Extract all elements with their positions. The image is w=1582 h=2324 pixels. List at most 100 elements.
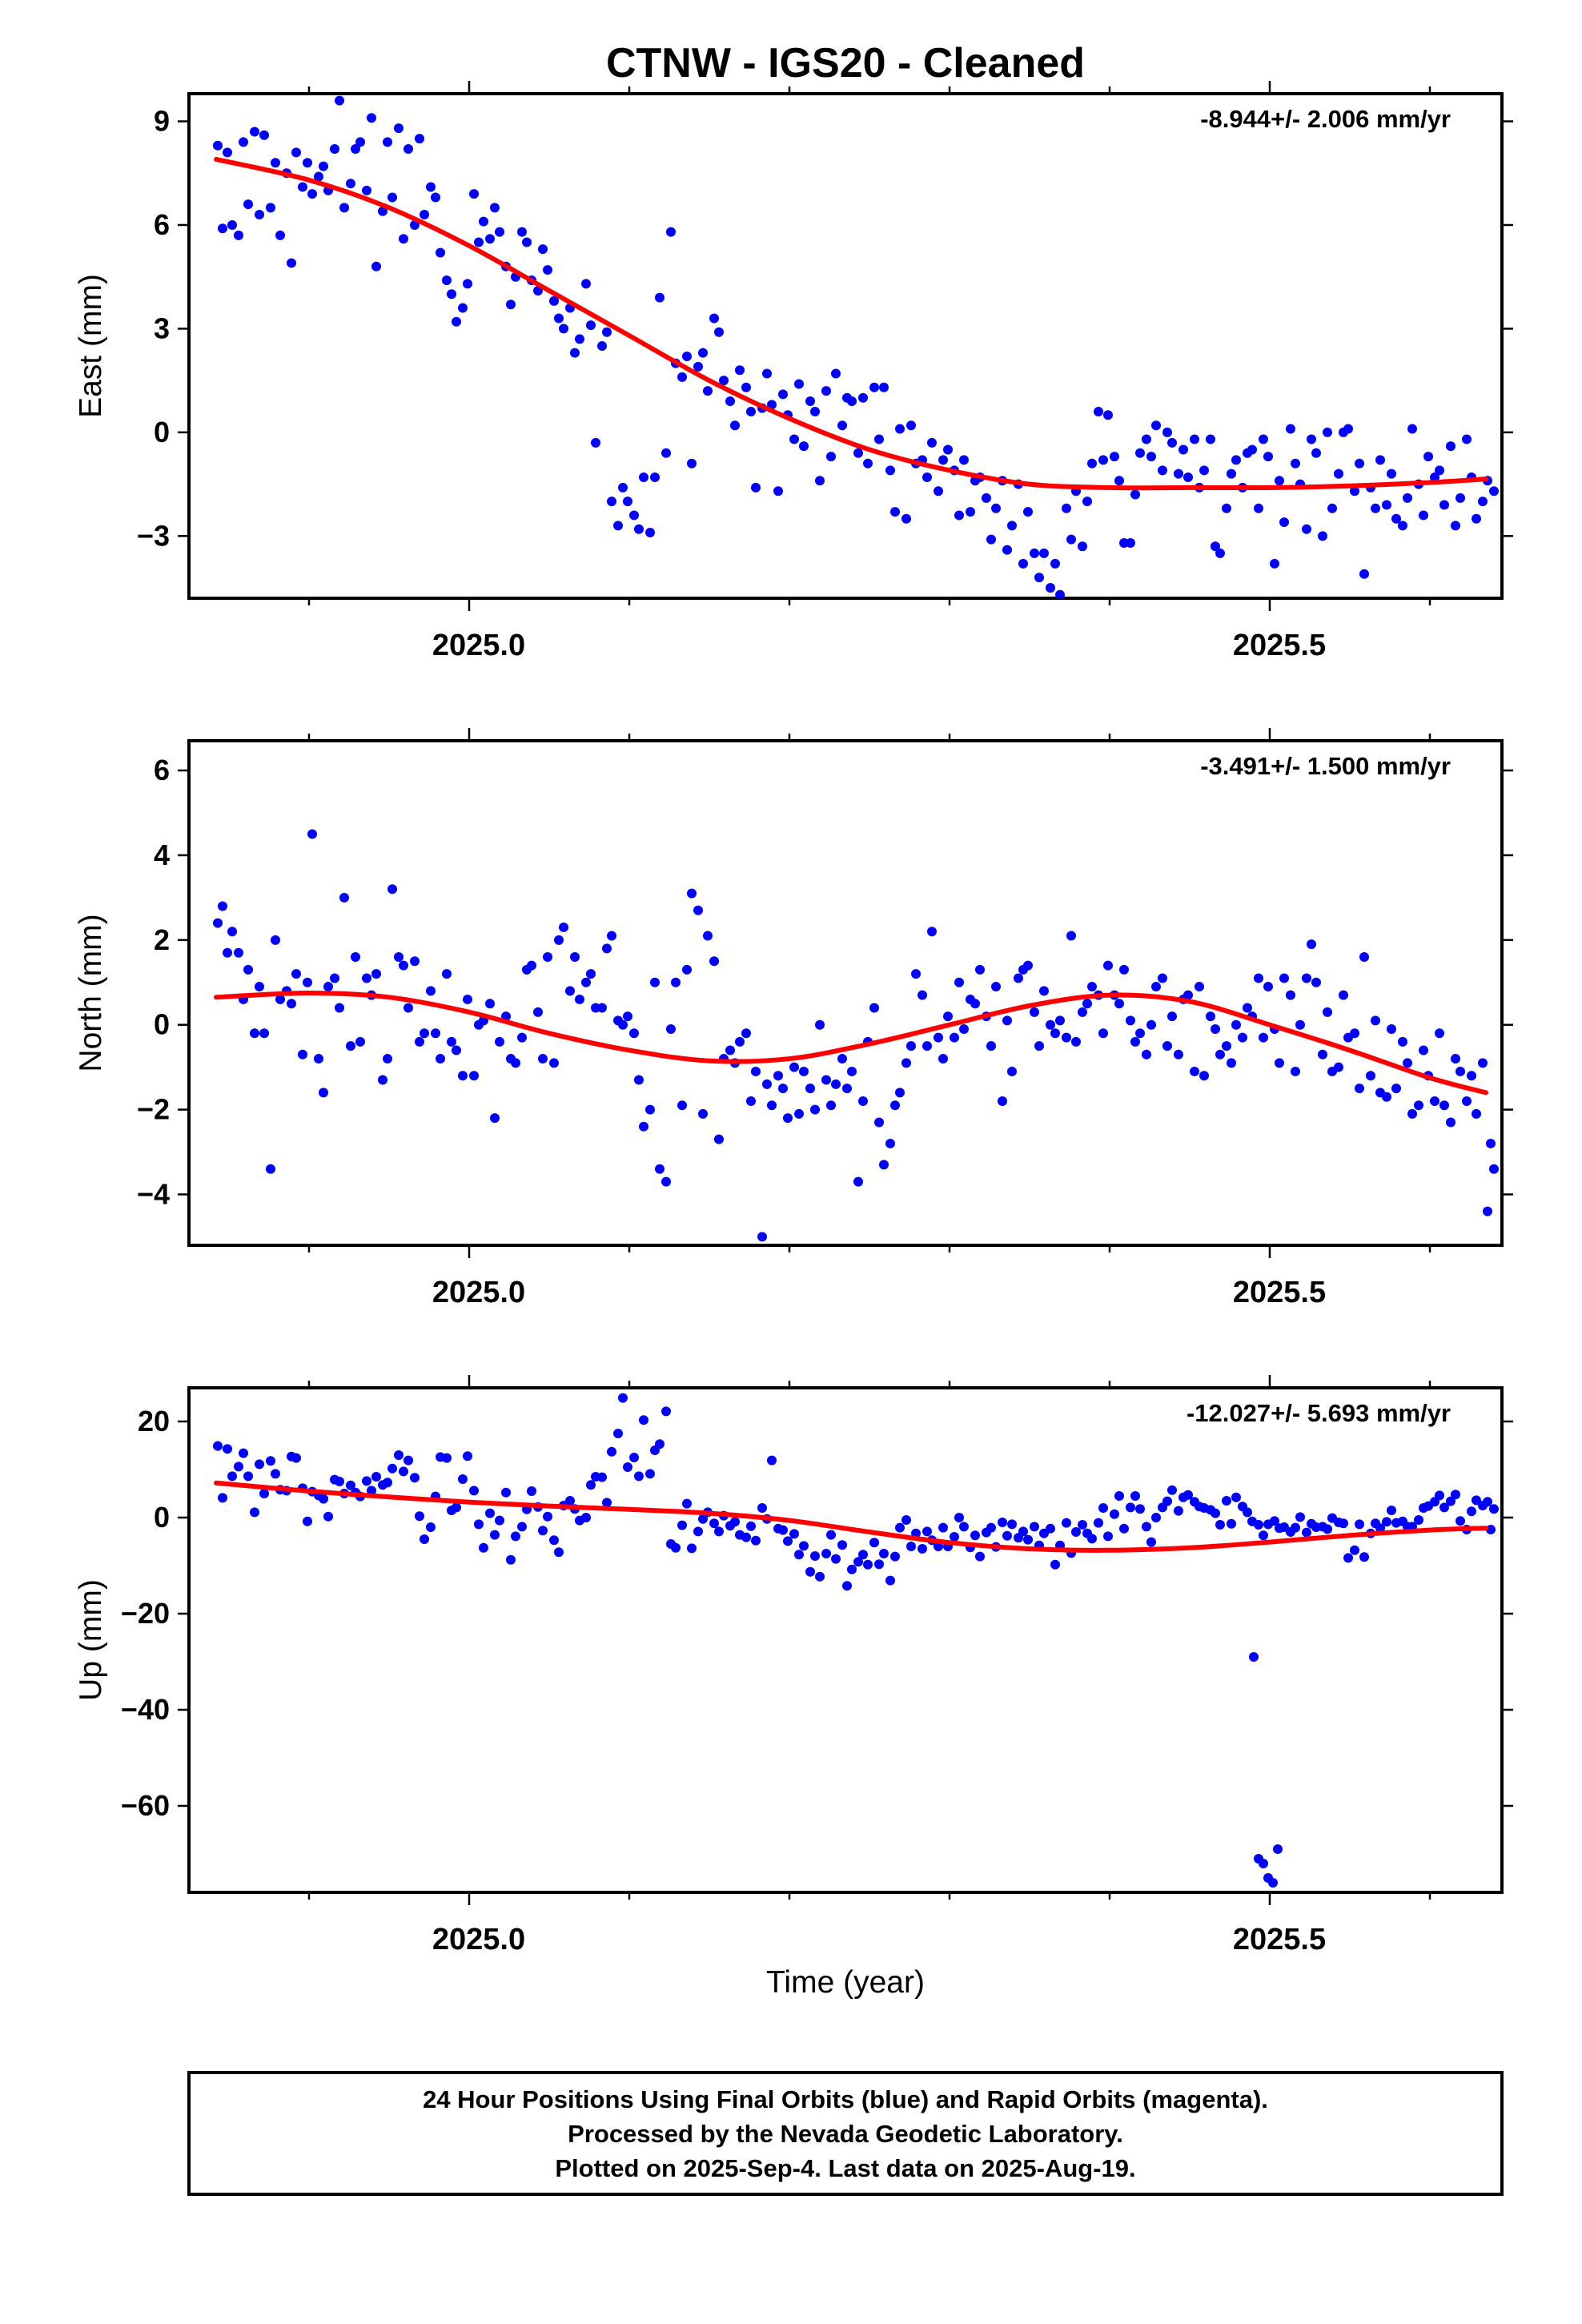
- east-data-point: [1435, 465, 1444, 476]
- east-data-point: [922, 472, 932, 482]
- north-data-point: [387, 884, 397, 895]
- north-data-point: [666, 1024, 676, 1034]
- up-data-point: [335, 1477, 344, 1486]
- east-data-point: [1126, 537, 1135, 548]
- north-data-point: [218, 901, 227, 911]
- up-data-point: [586, 1480, 596, 1490]
- north-data-point: [330, 973, 339, 983]
- north-data-point: [346, 1041, 355, 1051]
- north-data-point: [991, 982, 1001, 992]
- up-data-point: [714, 1526, 724, 1537]
- north-data-point: [1307, 939, 1316, 950]
- north-data-point: [943, 1011, 953, 1022]
- north-data-point: [1050, 1028, 1060, 1039]
- east-data-point: [1350, 486, 1359, 497]
- east-data-point: [1270, 558, 1279, 569]
- north-data-point: [783, 1113, 793, 1124]
- up-data-point: [1078, 1520, 1087, 1530]
- east-data-point: [837, 420, 847, 431]
- north-data-point: [1243, 1003, 1252, 1013]
- north-rate-label: -3.491+/- 1.500 mm/yr: [1200, 752, 1451, 780]
- east-data-point: [938, 455, 948, 465]
- up-data-point: [213, 1441, 223, 1451]
- north-data-point: [1430, 1096, 1439, 1106]
- east-data-point: [506, 300, 516, 310]
- up-data-point: [1382, 1517, 1391, 1527]
- east-data-point: [415, 134, 424, 144]
- up-data-point: [874, 1559, 884, 1570]
- north-data-point: [1066, 931, 1076, 941]
- north-data-point: [339, 892, 349, 903]
- north-data-point: [307, 829, 317, 839]
- up-data-point: [1268, 1878, 1278, 1888]
- east-data-point: [1110, 452, 1119, 462]
- up-data-point: [767, 1455, 777, 1466]
- east-data-point: [335, 95, 344, 106]
- east-data-point: [250, 127, 259, 137]
- east-data-point: [291, 147, 301, 158]
- north-data-point: [639, 1121, 648, 1132]
- north-data-point: [1114, 999, 1124, 1009]
- east-data-point: [1247, 444, 1257, 455]
- north-data-point: [426, 986, 436, 996]
- north-data-point: [597, 1003, 607, 1013]
- north-data-point: [1162, 1041, 1172, 1051]
- north-data-point: [1098, 1028, 1108, 1039]
- east-data-point: [339, 203, 349, 213]
- east-data-point: [714, 327, 724, 337]
- east-data-point: [490, 203, 500, 213]
- up-data-point: [1446, 1496, 1456, 1506]
- east-data-point: [1215, 548, 1225, 558]
- up-data-point: [645, 1469, 655, 1479]
- east-data-point: [1398, 521, 1407, 531]
- east-data-point: [650, 472, 660, 482]
- up-data-point: [323, 1511, 333, 1522]
- east-data-point: [218, 223, 227, 234]
- north-data-point: [746, 1096, 756, 1106]
- up-data-point: [901, 1515, 911, 1525]
- up-data-point: [709, 1518, 719, 1529]
- north-data-point: [1407, 1108, 1417, 1119]
- up-data-point: [1339, 1518, 1348, 1529]
- up-data-point: [847, 1564, 857, 1574]
- north-data-point: [1227, 1058, 1236, 1068]
- east-data-point: [371, 261, 381, 271]
- north-data-point: [874, 1117, 884, 1128]
- north-data-point: [1371, 1015, 1380, 1026]
- north-data-point: [1339, 990, 1348, 1000]
- up-data-point: [1146, 1537, 1156, 1547]
- north-data-point: [762, 1079, 772, 1089]
- north-data-point: [223, 947, 232, 958]
- up-data-point: [655, 1439, 665, 1449]
- east-data-point: [469, 189, 479, 199]
- up-data-point: [1126, 1502, 1135, 1513]
- up-data-point: [629, 1453, 639, 1462]
- up-data-point: [778, 1525, 788, 1535]
- up-data-point: [218, 1493, 227, 1503]
- north-data-point: [1462, 1096, 1472, 1106]
- east-data-point: [613, 521, 623, 531]
- east-ytick-label: 0: [154, 416, 170, 448]
- north-data-point: [1211, 1024, 1220, 1034]
- north-data-point: [1318, 1049, 1327, 1059]
- north-ytick-label: 2: [154, 923, 170, 956]
- east-data-point: [479, 216, 488, 227]
- footer-box: [187, 2071, 1504, 2196]
- up-data-point: [1030, 1522, 1039, 1532]
- east-data-point: [805, 396, 815, 407]
- north-data-point: [1007, 1066, 1017, 1076]
- up-data-point: [271, 1469, 280, 1479]
- up-data-point: [469, 1486, 479, 1496]
- north-data-point: [1231, 1019, 1241, 1030]
- up-data-point: [239, 1448, 248, 1458]
- north-data-point: [1486, 1138, 1496, 1148]
- east-data-point: [1142, 434, 1151, 444]
- north-data-point: [794, 1108, 804, 1119]
- east-data-point: [1094, 406, 1103, 416]
- north-data-point: [847, 1066, 857, 1076]
- east-data-point: [346, 179, 355, 189]
- east-data-point: [307, 189, 317, 199]
- up-data-point: [394, 1450, 404, 1460]
- east-data-point: [773, 486, 783, 497]
- north-data-point: [890, 1100, 900, 1111]
